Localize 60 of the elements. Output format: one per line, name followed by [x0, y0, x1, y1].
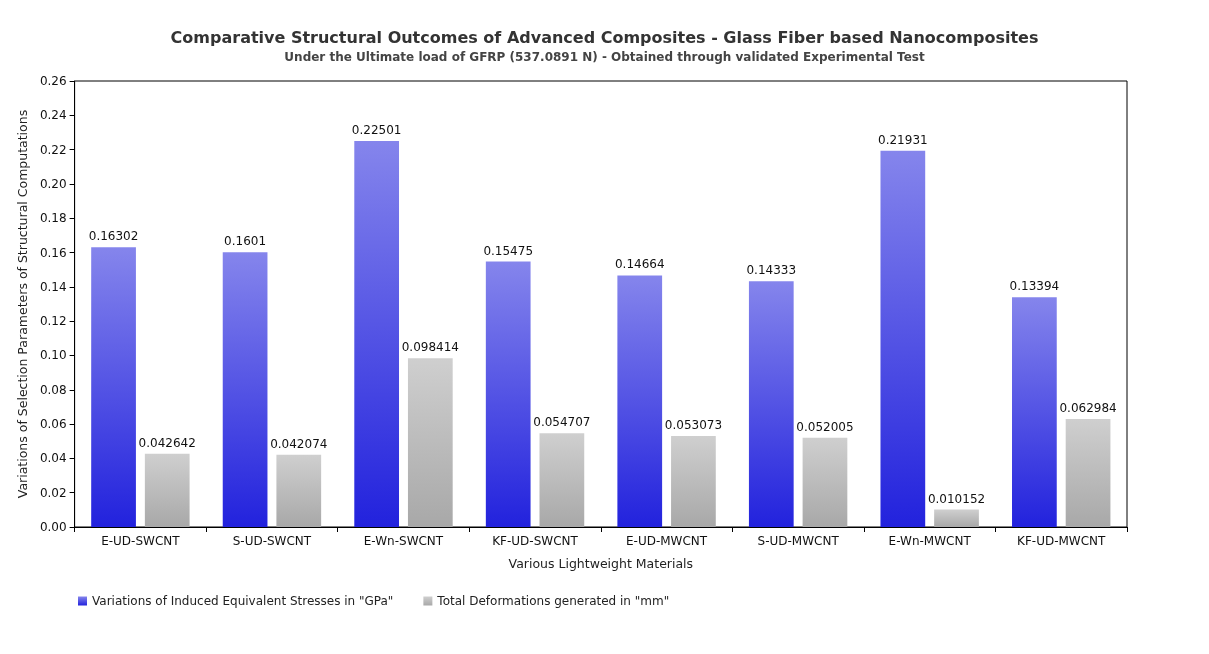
data-label: 0.14333 — [746, 263, 797, 278]
data-label: 0.010152 — [927, 491, 986, 506]
bar — [880, 150, 926, 527]
x-tick-label: E-UD-MWCNT — [626, 534, 708, 548]
x-tick-label: S-UD-SWCNT — [232, 534, 312, 548]
x-tick-label: E-Wn-MWCNT — [888, 534, 972, 548]
bar — [354, 141, 400, 527]
bar — [222, 252, 268, 527]
y-tick-label: 0.20 — [39, 176, 67, 191]
data-label: 0.22501 — [351, 123, 402, 138]
legend-label: Variations of Induced Equivalent Stresses in "GPa" — [92, 594, 394, 608]
data-label: 0.098414 — [401, 340, 459, 355]
x-tick-label: S-UD-MWCNT — [757, 534, 840, 548]
bar — [144, 453, 190, 527]
bar — [748, 281, 794, 527]
y-tick-label: 0.22 — [39, 142, 67, 157]
data-label: 0.16302 — [88, 229, 139, 244]
bar — [407, 358, 453, 527]
data-label: 0.042074 — [270, 436, 328, 451]
data-label: 0.14664 — [614, 257, 665, 272]
x-axis-title: Various Lightweight Materials — [508, 556, 694, 571]
legend-label: Total Deformations generated in "mm" — [436, 594, 670, 608]
y-axis-title: Variations of Selection Parameters of Structural Computations — [15, 109, 30, 499]
bar — [539, 433, 585, 527]
chart-subtitle: Under the Ultimate load of GFRP (537.0891 N) - Obtained through validated Experimental Test — [284, 50, 925, 64]
y-tick-label: 0.26 — [39, 74, 67, 88]
y-tick-label: 0.14 — [39, 279, 67, 294]
data-label: 0.15475 — [483, 243, 534, 258]
y-tick-label: 0.08 — [39, 382, 67, 397]
x-tick-label: KF-UD-SWCNT — [492, 534, 579, 548]
y-tick-label: 0.06 — [39, 417, 67, 432]
data-label: 0.054707 — [533, 415, 591, 430]
bar — [934, 509, 979, 527]
y-tick-label: 0.10 — [39, 348, 67, 363]
bar — [91, 247, 136, 527]
x-tick-label: E-Wn-SWCNT — [363, 534, 444, 548]
y-tick-label: 0.12 — [39, 314, 67, 329]
data-label: 0.21931 — [878, 132, 928, 147]
y-tick-label: 0.16 — [39, 245, 67, 260]
chart-title: Comparative Structural Outcomes of Advanced Composites - Glass Fiber based Nanocomposites — [170, 27, 1039, 47]
bar — [276, 454, 322, 527]
bar — [1012, 297, 1057, 527]
data-label: 0.062984 — [1059, 400, 1117, 415]
y-tick-label: 0.24 — [39, 108, 67, 123]
data-label: 0.053073 — [664, 417, 723, 432]
bar — [802, 437, 848, 527]
y-tick-label: 0.18 — [39, 211, 67, 226]
data-label: 0.052005 — [796, 419, 854, 434]
data-label: 0.13394 — [1009, 279, 1060, 294]
bar — [671, 435, 716, 527]
bar — [617, 275, 663, 527]
y-tick-label: 0.02 — [39, 485, 67, 500]
y-tick-label: 0.00 — [39, 520, 67, 534]
bar — [1065, 418, 1111, 527]
data-label: 0.1601 — [224, 234, 267, 249]
y-tick-label: 0.04 — [39, 451, 67, 466]
data-label: 0.042642 — [138, 435, 196, 450]
x-tick-label: E-UD-SWCNT — [101, 534, 181, 548]
bar — [485, 261, 531, 527]
x-tick-label: KF-UD-MWCNT — [1017, 534, 1107, 548]
